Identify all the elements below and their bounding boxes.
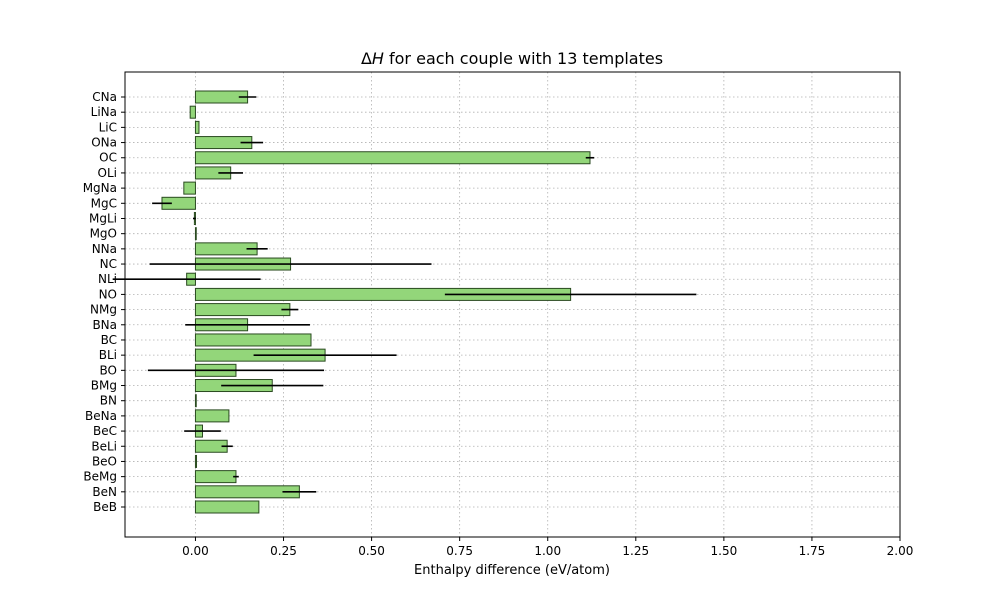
y-tick-label: NNa	[92, 242, 117, 256]
x-tick-label: 2.00	[887, 544, 914, 558]
bar-bn	[194, 394, 197, 408]
y-tick-label: CNa	[92, 90, 117, 104]
y-tick-label: OC	[99, 151, 117, 165]
y-tick-label: MgC	[91, 196, 117, 210]
y-tick-label: NLi	[98, 272, 117, 286]
bar-bena	[194, 409, 230, 423]
y-tick-label: BeN	[92, 485, 117, 499]
bar-beb	[194, 500, 260, 514]
plot-frame	[124, 71, 901, 538]
bar-lina	[189, 105, 196, 119]
x-axis-ticks: 0.00 0.25 0.50 0.75 1.00 1.25 1.50 1.75 2.00	[182, 537, 913, 558]
bar-beo	[194, 454, 198, 468]
y-tick-label: NC	[100, 257, 117, 271]
y-tick-label: MgO	[90, 227, 117, 241]
x-tick-label: 1.50	[711, 544, 738, 558]
x-tick-label: 0.50	[358, 544, 385, 558]
x-tick-label: 0.25	[270, 544, 297, 558]
x-tick-label: 0.75	[446, 544, 473, 558]
y-tick-label: ONa	[91, 136, 117, 150]
y-tick-label: BeO	[92, 454, 117, 468]
y-tick-label: BeC	[93, 424, 117, 438]
bar-lic	[194, 120, 200, 134]
y-tick-label: BN	[100, 394, 117, 408]
y-axis-ticks: BeBBeNBeMgBeOBeLiBeCBeNaBNBMgBOBLiBCBNaN…	[83, 90, 125, 514]
x-axis-label: Enthalpy difference (eV/atom)	[414, 563, 610, 578]
y-tick-label: BMg	[91, 379, 117, 393]
bar-bc	[194, 333, 312, 347]
chart-title: ΔH for each couple with 13 templates	[361, 49, 663, 68]
y-tick-label: OLi	[98, 166, 117, 180]
y-tick-label: BNa	[92, 318, 117, 332]
error-bars	[112, 96, 697, 493]
title-text: for each couple with 13 templates	[384, 49, 663, 68]
y-tick-label: BeMg	[83, 470, 117, 484]
y-tick-label: BC	[101, 333, 117, 347]
x-tick-label: 0.00	[182, 544, 209, 558]
y-tick-label: NO	[99, 287, 117, 301]
y-tick-label: BO	[100, 363, 117, 377]
x-tick-label: 1.00	[534, 544, 561, 558]
x-tick-label: 1.75	[799, 544, 826, 558]
bar-bemg	[194, 470, 237, 484]
y-tick-label: LiNa	[91, 105, 117, 119]
y-tick-label: MgLi	[89, 211, 117, 225]
y-tick-label: BeLi	[91, 439, 117, 453]
y-tick-label: BeB	[93, 500, 117, 514]
title-variable: H	[372, 49, 384, 68]
y-tick-label: BLi	[99, 348, 117, 362]
x-tick-label: 1.25	[622, 544, 649, 558]
y-tick-label: BeNa	[85, 409, 117, 423]
title-delta: Δ	[361, 49, 372, 68]
y-tick-label: NMg	[90, 303, 117, 317]
bar-nmg	[194, 303, 291, 317]
bar-oc	[194, 151, 591, 165]
bar-mgna	[183, 181, 196, 195]
bar-mgo	[194, 227, 197, 241]
y-tick-label: LiC	[99, 120, 117, 134]
y-tick-label: MgNa	[83, 181, 117, 195]
